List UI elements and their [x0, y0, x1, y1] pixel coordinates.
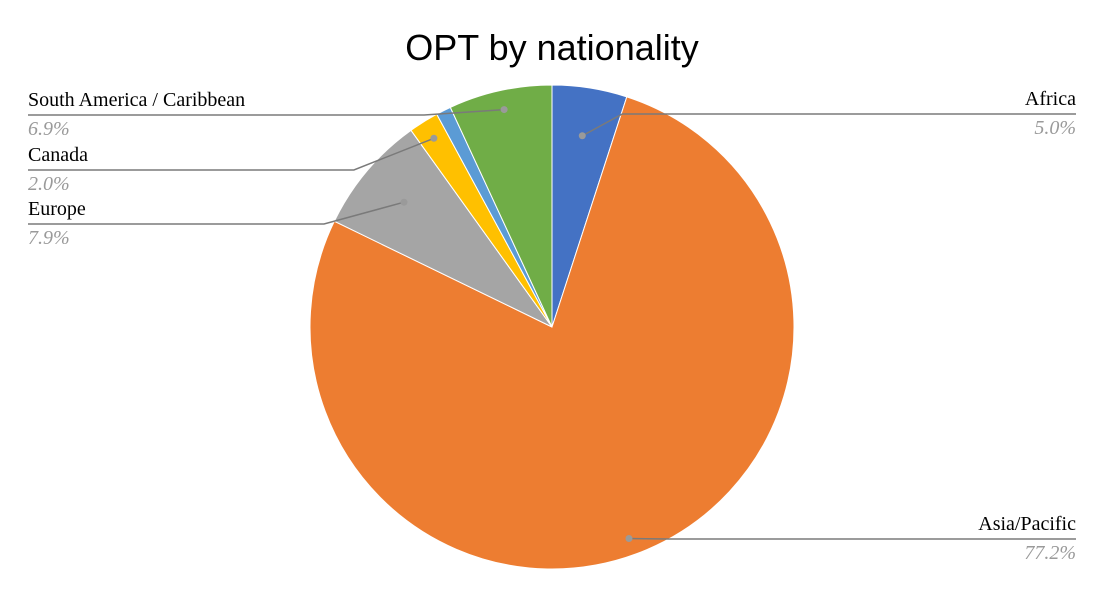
leader-dot-south-america-caribbean [500, 106, 508, 114]
slice-label-south-america-caribbean: South America / Caribbean [28, 89, 245, 111]
leader-dot-canada [430, 134, 438, 142]
leader-line-canada [28, 137, 435, 171]
slice-value-africa: 5.0% [1034, 117, 1076, 139]
leader-dot-asia-pacific [625, 534, 633, 542]
chart-title: OPT by nationality [405, 27, 698, 68]
slice-label-europe: Europe [28, 198, 86, 220]
leader-line-africa [581, 113, 1076, 137]
pie-slice-asia-pacific [309, 96, 795, 570]
slice-value-asia-pacific: 77.2% [1024, 542, 1076, 564]
slice-label-canada: Canada [28, 144, 88, 166]
slice-labels: Africa 5.0% Asia/Pacific 77.2% Europe 7.9% Can… [28, 88, 1076, 564]
pie-slice-south-america-caribbean [449, 84, 553, 328]
slice-label-africa: Africa [1025, 88, 1076, 110]
slice-value-canada: 2.0% [28, 173, 70, 195]
leader-lines [28, 106, 1076, 542]
pie-slice-europe [333, 129, 553, 328]
slice-value-europe: 7.9% [28, 227, 70, 249]
leader-line-asia-pacific [628, 537, 1076, 540]
leader-dot-europe [400, 198, 408, 206]
pie-slices [309, 84, 795, 570]
slice-label-asia-pacific: Asia/Pacific [978, 513, 1076, 535]
leader-line-south-america-caribbean [28, 108, 505, 116]
leader-dot-africa [578, 132, 586, 140]
slice-value-south-america-caribbean: 6.9% [28, 118, 70, 140]
leader-line-europe [28, 201, 405, 225]
